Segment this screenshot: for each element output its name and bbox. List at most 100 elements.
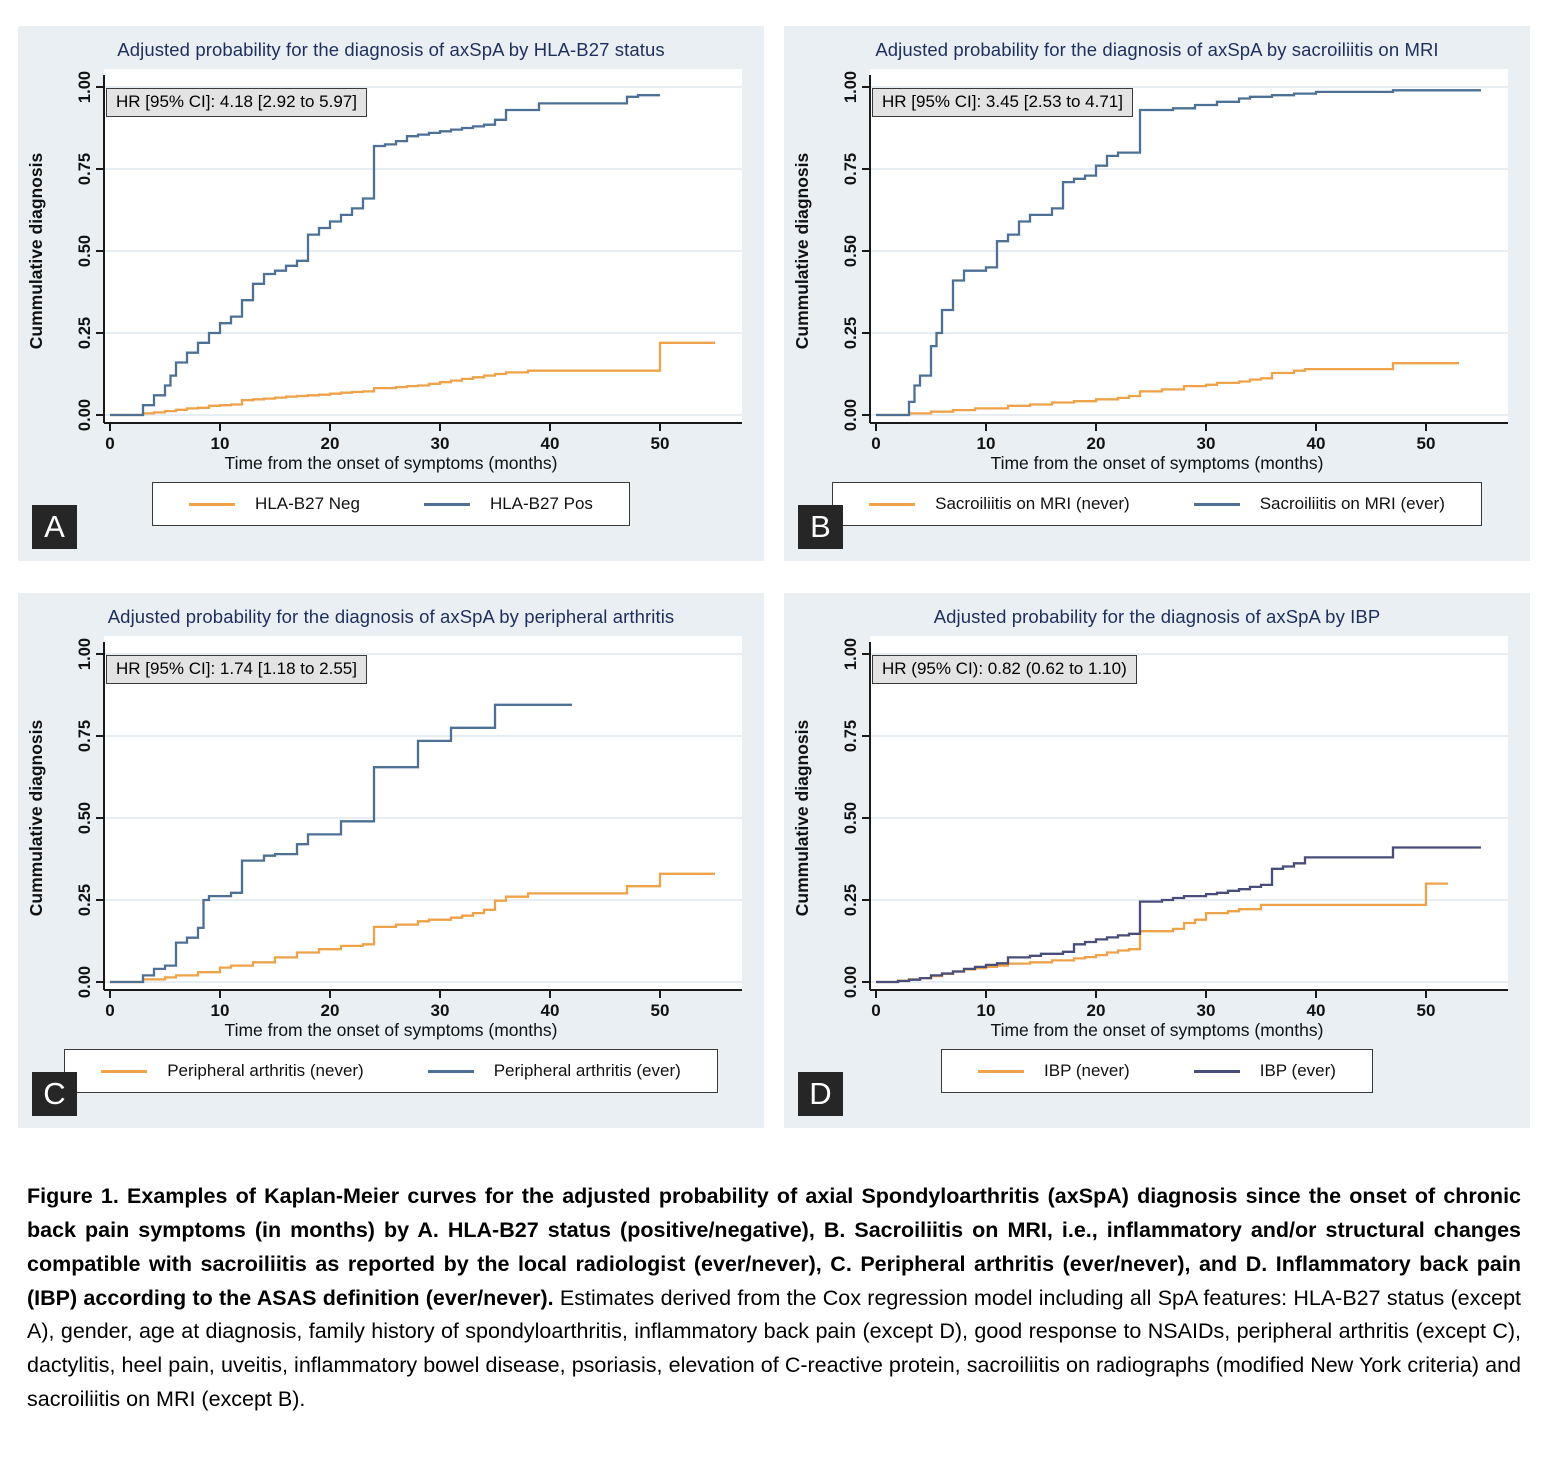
legend-label: HLA-B27 Neg xyxy=(255,494,360,513)
svg-text:30: 30 xyxy=(1197,434,1216,453)
legend-box: HLA-B27 Neg HLA-B27 Pos xyxy=(152,482,630,526)
svg-text:20: 20 xyxy=(1087,434,1106,453)
panel-grid: Adjusted probability for the diagnosis o… xyxy=(18,26,1530,1128)
svg-text:1.00: 1.00 xyxy=(76,71,94,103)
svg-text:50: 50 xyxy=(651,434,670,453)
hr-annotation-d: HR (95% CI): 0.82 (0.62 to 1.10) xyxy=(872,655,1137,684)
svg-text:0.50: 0.50 xyxy=(76,802,94,834)
svg-text:0.75: 0.75 xyxy=(76,153,94,185)
x-axis-title-c: Time from the onset of symptoms (months) xyxy=(224,1020,558,1040)
x-axis-title-a: Time from the onset of symptoms (months) xyxy=(224,453,558,473)
svg-text:Cummulative diagnosis: Cummulative diagnosis xyxy=(26,153,46,350)
orange-line-swatch xyxy=(869,502,916,506)
svg-text:30: 30 xyxy=(1197,1001,1216,1020)
chart-title-a: Adjusted probability for the diagnosis o… xyxy=(117,39,665,60)
svg-text:20: 20 xyxy=(1087,1001,1106,1020)
legend-a: HLA-B27 Neg HLA-B27 Pos xyxy=(18,482,764,526)
km-chart-d: 0.00 0.25 0.50 0.75 1.00 Cummulative diagnosi… xyxy=(792,636,1508,1020)
blue-line-swatch xyxy=(1193,1069,1240,1073)
panel-label-b: B xyxy=(798,505,843,549)
svg-text:0.50: 0.50 xyxy=(842,235,860,267)
legend-box: Sacroiliitis on MRI (never) Sacroiliitis… xyxy=(832,482,1482,526)
legend-entry: Sacroiliitis on MRI (never) xyxy=(869,494,1130,514)
hr-annotation-b: HR [95% CI]: 3.45 [2.53 to 4.71] xyxy=(872,88,1133,117)
legend-entry: IBP (ever) xyxy=(1193,1061,1336,1081)
figure-caption: Figure 1. Examples of Kaplan-Meier curve… xyxy=(18,1180,1530,1447)
panel-b: Adjusted probability for the diagnosis o… xyxy=(784,26,1530,561)
legend-box: IBP (never) IBP (ever) xyxy=(941,1049,1373,1093)
svg-text:Cummulative diagnosis: Cummulative diagnosis xyxy=(792,153,812,350)
hr-annotation-a: HR [95% CI]: 4.18 [2.92 to 5.97] xyxy=(106,88,367,117)
svg-text:0.25: 0.25 xyxy=(76,884,94,916)
svg-text:1.00: 1.00 xyxy=(842,638,860,670)
legend-d: IBP (never) IBP (ever) xyxy=(784,1049,1530,1093)
legend-label: Peripheral arthritis (never) xyxy=(167,1061,364,1080)
svg-text:50: 50 xyxy=(1417,1001,1436,1020)
svg-text:10: 10 xyxy=(977,434,996,453)
svg-text:0.75: 0.75 xyxy=(842,720,860,752)
legend-label: Sacroiliitis on MRI (ever) xyxy=(1259,494,1445,513)
legend-box: Peripheral arthritis (never) Peripheral … xyxy=(64,1049,718,1093)
orange-line-swatch xyxy=(978,1069,1025,1073)
svg-text:40: 40 xyxy=(541,434,560,453)
svg-text:0: 0 xyxy=(871,1001,880,1020)
blue-line-swatch xyxy=(427,1069,474,1073)
svg-text:0: 0 xyxy=(871,434,880,453)
hr-annotation-c: HR [95% CI]: 1.74 [1.18 to 2.55] xyxy=(106,655,367,684)
legend-entry: IBP (never) xyxy=(978,1061,1130,1081)
panel-a: Adjusted probability for the diagnosis o… xyxy=(18,26,764,561)
legend-b: Sacroiliitis on MRI (never) Sacroiliitis… xyxy=(784,482,1530,526)
svg-text:0: 0 xyxy=(105,1001,114,1020)
blue-line-swatch xyxy=(1193,502,1240,506)
legend-label: Peripheral arthritis (ever) xyxy=(493,1061,681,1080)
svg-text:30: 30 xyxy=(431,1001,450,1020)
legend-entry: HLA-B27 Neg xyxy=(189,494,360,514)
svg-text:40: 40 xyxy=(541,1001,560,1020)
svg-text:0.00: 0.00 xyxy=(76,399,94,431)
panel-c: Adjusted probability for the diagnosis o… xyxy=(18,593,764,1128)
orange-line-swatch xyxy=(189,502,236,506)
legend-entry: HLA-B27 Pos xyxy=(423,494,593,514)
legend-entry: Peripheral arthritis (ever) xyxy=(427,1061,681,1081)
caption-bold-text: Figure 1. Examples of Kaplan-Meier curve… xyxy=(27,1184,1521,1310)
x-axis-title-d: Time from the onset of symptoms (months) xyxy=(990,1020,1324,1040)
panel-label-d: D xyxy=(798,1072,843,1116)
svg-text:1.00: 1.00 xyxy=(842,71,860,103)
svg-text:10: 10 xyxy=(977,1001,996,1020)
svg-text:0.75: 0.75 xyxy=(842,153,860,185)
svg-text:40: 40 xyxy=(1307,1001,1326,1020)
legend-label: IBP (never) xyxy=(1044,1061,1130,1080)
legend-label: Sacroiliitis on MRI (never) xyxy=(935,494,1130,513)
legend-entry: Sacroiliitis on MRI (ever) xyxy=(1193,494,1445,514)
panel-label-c: C xyxy=(32,1072,77,1116)
km-chart-c: 0.00 0.25 0.50 0.75 1.00 Cummulative diagnosi… xyxy=(26,636,742,1020)
chart-title-c: Adjusted probability for the diagnosis o… xyxy=(107,606,675,627)
km-chart-b: 0.00 0.25 0.50 0.75 1.00 Cummulative diagnosi… xyxy=(792,69,1508,453)
orange-line-swatch xyxy=(101,1069,148,1073)
svg-text:1.00: 1.00 xyxy=(76,638,94,670)
svg-text:50: 50 xyxy=(651,1001,670,1020)
legend-c: Peripheral arthritis (never) Peripheral … xyxy=(18,1049,764,1093)
chart-title-d: Adjusted probability for the diagnosis o… xyxy=(933,606,1381,627)
svg-text:40: 40 xyxy=(1307,434,1326,453)
km-chart-a: 0.00 0.25 0.50 0.75 1.00 Cummulative diagnosi… xyxy=(26,69,742,453)
svg-text:10: 10 xyxy=(211,1001,230,1020)
chart-title-b: Adjusted probability for the diagnosis o… xyxy=(875,39,1439,60)
caption-regular-text: Estimates derived from the Cox regressio… xyxy=(27,1285,1521,1412)
svg-text:Cummulative diagnosis: Cummulative diagnosis xyxy=(26,720,46,917)
svg-text:30: 30 xyxy=(431,434,450,453)
legend-label: HLA-B27 Pos xyxy=(489,494,593,513)
svg-text:Cummulative diagnosis: Cummulative diagnosis xyxy=(792,720,812,917)
svg-text:0.25: 0.25 xyxy=(76,317,94,349)
panel-label-a: A xyxy=(32,505,77,549)
panel-d: Adjusted probability for the diagnosis o… xyxy=(784,593,1530,1128)
blue-line-swatch xyxy=(423,502,470,506)
svg-text:0.00: 0.00 xyxy=(842,966,860,998)
svg-text:0.50: 0.50 xyxy=(76,235,94,267)
svg-text:50: 50 xyxy=(1417,434,1436,453)
svg-text:0.00: 0.00 xyxy=(842,399,860,431)
svg-text:10: 10 xyxy=(211,434,230,453)
legend-entry: Peripheral arthritis (never) xyxy=(101,1061,364,1081)
svg-text:20: 20 xyxy=(321,434,340,453)
